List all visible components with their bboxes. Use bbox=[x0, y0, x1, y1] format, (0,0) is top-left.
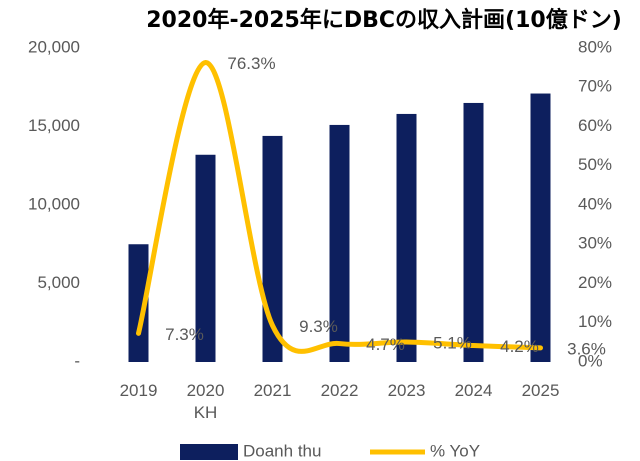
bar bbox=[396, 113, 417, 362]
data-label: 3.6% bbox=[567, 339, 606, 358]
x-tick-label: 2024 bbox=[454, 381, 493, 400]
legend-label: % YoY bbox=[430, 441, 480, 460]
x-tick-label: 2021 bbox=[253, 381, 292, 400]
x-tick-label: 2019 bbox=[119, 381, 158, 400]
y-tick-label: 15,000 bbox=[28, 116, 80, 135]
data-label: 7.3% bbox=[165, 325, 204, 344]
bar bbox=[463, 102, 484, 362]
x-tick-label: 2025 bbox=[521, 381, 560, 400]
bar bbox=[195, 154, 216, 362]
data-label: 4.2% bbox=[500, 337, 539, 356]
data-label: 9.3% bbox=[299, 317, 338, 336]
x-tick-label: 2023 bbox=[387, 381, 426, 400]
y-tick-label: 20,000 bbox=[28, 37, 80, 56]
bar bbox=[329, 124, 350, 363]
chart-title: 2020年-2025年にDBCの収入計画(10億ドン) bbox=[146, 8, 622, 33]
x-tick-label: 2022 bbox=[320, 381, 359, 400]
y-tick-label: 10,000 bbox=[28, 194, 80, 213]
y2-tick-label: 30% bbox=[578, 234, 612, 253]
legend-marker bbox=[180, 444, 238, 460]
y-tick-label: - bbox=[74, 351, 80, 370]
y2-tick-label: 80% bbox=[578, 37, 612, 56]
x-tick-label: 2020 KH bbox=[186, 381, 225, 422]
y2-tick-label: 20% bbox=[578, 273, 612, 292]
y2-tick-label: 40% bbox=[578, 194, 612, 213]
line bbox=[136, 60, 543, 354]
data-label: 76.3% bbox=[227, 54, 275, 73]
y2-tick-label: 10% bbox=[578, 312, 612, 331]
bar bbox=[128, 244, 149, 362]
legend-label: Doanh thu bbox=[243, 441, 321, 460]
y-tick-label: 5,000 bbox=[37, 273, 80, 292]
y2-tick-label: 0% bbox=[578, 351, 603, 370]
y2-tick-label: 50% bbox=[578, 155, 612, 174]
bar bbox=[530, 93, 551, 362]
y2-tick-label: 70% bbox=[578, 77, 612, 96]
data-label: 5.1% bbox=[433, 333, 472, 352]
y2-tick-label: 60% bbox=[578, 116, 612, 135]
data-label: 4.7% bbox=[366, 335, 405, 354]
